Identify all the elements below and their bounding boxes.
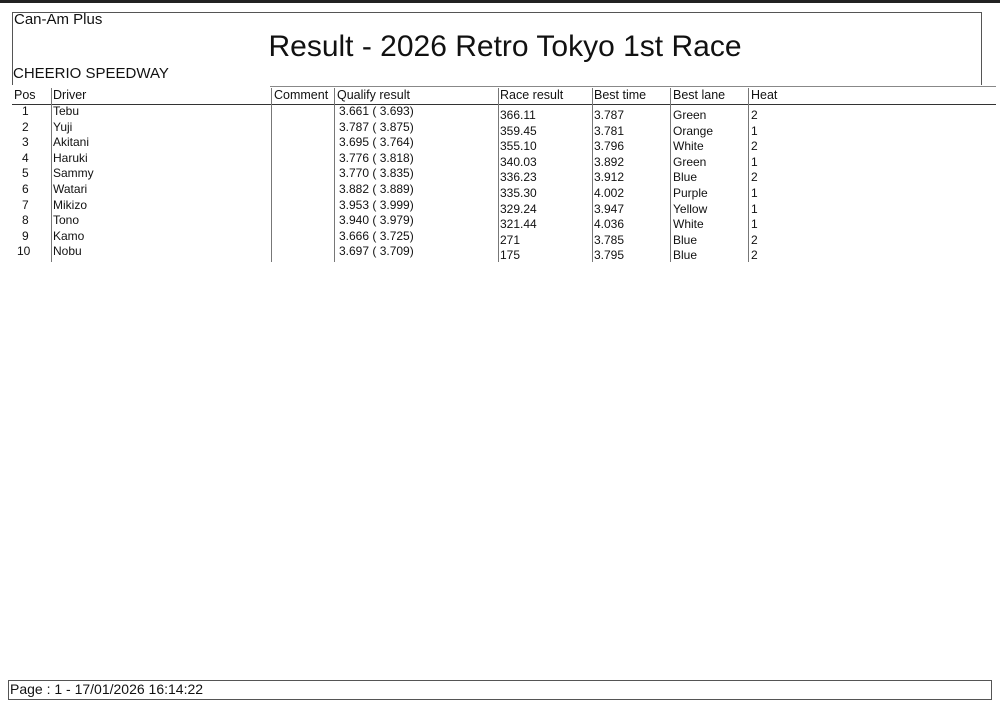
cell-race-result: 340.03 (500, 154, 537, 169)
cell-race-result: 271 (500, 232, 521, 247)
cell-driver: Akitani (53, 135, 90, 150)
cell-driver: Kamo (53, 228, 85, 243)
column-divider (592, 88, 593, 262)
cell-pos: 8 (22, 213, 29, 228)
cell-race-result: 175 (500, 248, 521, 263)
cell-best-lane: Blue (673, 248, 698, 263)
cell-pos: 7 (22, 197, 29, 212)
column-header-best-lane: Best lane (673, 88, 726, 102)
cell-best-lane: Blue (673, 232, 698, 247)
cell-heat: 2 (751, 248, 758, 263)
cell-heat: 1 (751, 217, 758, 232)
cell-race-result: 321.44 (500, 217, 537, 232)
cell-race-result: 355.10 (500, 139, 537, 154)
cell-driver: Yuji (53, 119, 73, 134)
cell-pos: 2 (22, 119, 29, 134)
cell-driver: Tebu (53, 104, 80, 118)
column-divider (51, 88, 52, 262)
cell-qualify-result: 3.697 ( 3.709) (339, 244, 414, 259)
cell-heat: 1 (751, 201, 758, 216)
cell-best-time: 3.796 (594, 139, 625, 154)
cell-driver: Nobu (53, 244, 82, 259)
column-divider (271, 88, 272, 262)
cell-qualify-result: 3.770 ( 3.835) (339, 166, 414, 181)
footer-box (8, 680, 992, 700)
cell-best-time: 4.036 (594, 217, 625, 232)
series-name: Can-Am Plus (14, 11, 103, 28)
scan-edge (0, 0, 1000, 3)
cell-heat: 2 (751, 170, 758, 185)
cell-qualify-result: 3.882 ( 3.889) (339, 182, 414, 196)
header-divider (12, 104, 996, 105)
cell-best-time: 3.781 (594, 123, 625, 138)
column-header-qualify-result: Qualify result (337, 88, 410, 102)
cell-best-time: 3.892 (594, 154, 625, 169)
cell-heat: 1 (751, 123, 758, 138)
column-header-best-time: Best time (594, 88, 647, 102)
cell-driver: Sammy (53, 166, 94, 181)
cell-heat: 1 (751, 186, 758, 200)
cell-best-time: 3.785 (594, 232, 625, 247)
cell-driver: Tono (53, 213, 80, 228)
cell-pos: 10 (17, 244, 31, 259)
cell-qualify-result: 3.666 ( 3.725) (339, 228, 414, 243)
cell-best-time: 3.947 (594, 201, 625, 216)
column-divider (334, 88, 335, 262)
column-divider (748, 88, 749, 262)
cell-best-time: 4.002 (594, 186, 625, 200)
cell-pos: 5 (22, 166, 29, 181)
page-title: Result - 2026 Retro Tokyo 1st Race (268, 30, 742, 63)
cell-heat: 2 (751, 108, 758, 122)
cell-race-result: 366.11 (500, 108, 536, 122)
cell-best-time: 3.912 (594, 170, 625, 185)
cell-best-lane: Orange (673, 123, 714, 138)
cell-best-lane: White (673, 139, 704, 154)
cell-best-lane: White (673, 217, 704, 232)
cell-pos: 6 (22, 182, 29, 196)
header-divider-top (270, 86, 996, 87)
cell-best-lane: Yellow (673, 201, 708, 216)
column-header-heat: Heat (751, 88, 778, 102)
cell-pos: 9 (22, 228, 29, 243)
column-header-comment: Comment (274, 88, 329, 102)
column-divider (670, 88, 671, 262)
cell-pos: 1 (22, 104, 29, 118)
cell-heat: 2 (751, 232, 758, 247)
cell-driver: Watari (53, 182, 88, 196)
cell-heat: 1 (751, 154, 758, 169)
cell-qualify-result: 3.953 ( 3.999) (339, 197, 414, 212)
cell-best-time: 3.795 (594, 248, 625, 263)
cell-qualify-result: 3.776 ( 3.818) (339, 150, 414, 165)
cell-qualify-result: 3.940 ( 3.979) (339, 213, 414, 228)
cell-driver: Mikizo (53, 197, 88, 212)
cell-qualify-result: 3.661 ( 3.693) (339, 104, 414, 118)
cell-best-lane: Green (673, 154, 707, 169)
venue-name: CHEERIO SPEEDWAY (13, 65, 169, 82)
cell-qualify-result: 3.695 ( 3.764) (339, 135, 414, 150)
cell-best-lane: Purple (673, 186, 708, 200)
cell-best-lane: Green (673, 108, 707, 122)
cell-pos: 4 (22, 150, 29, 165)
column-header-race-result: Race result (500, 88, 564, 102)
column-header-driver: Driver (53, 88, 87, 102)
column-divider (498, 88, 499, 262)
cell-race-result: 335.30 (500, 186, 537, 200)
column-header-pos: Pos (14, 88, 36, 102)
cell-best-time: 3.787 (594, 108, 625, 122)
cell-qualify-result: 3.787 ( 3.875) (339, 119, 414, 134)
cell-race-result: 359.45 (500, 123, 537, 138)
cell-race-result: 329.24 (500, 201, 537, 216)
page-info: Page : 1 - 17/01/2026 16:14:22 (10, 681, 204, 697)
cell-driver: Haruki (53, 150, 88, 165)
cell-race-result: 336.23 (500, 170, 537, 185)
cell-heat: 2 (751, 139, 758, 154)
header-box (12, 12, 982, 85)
cell-best-lane: Blue (673, 170, 698, 185)
cell-pos: 3 (22, 135, 29, 150)
